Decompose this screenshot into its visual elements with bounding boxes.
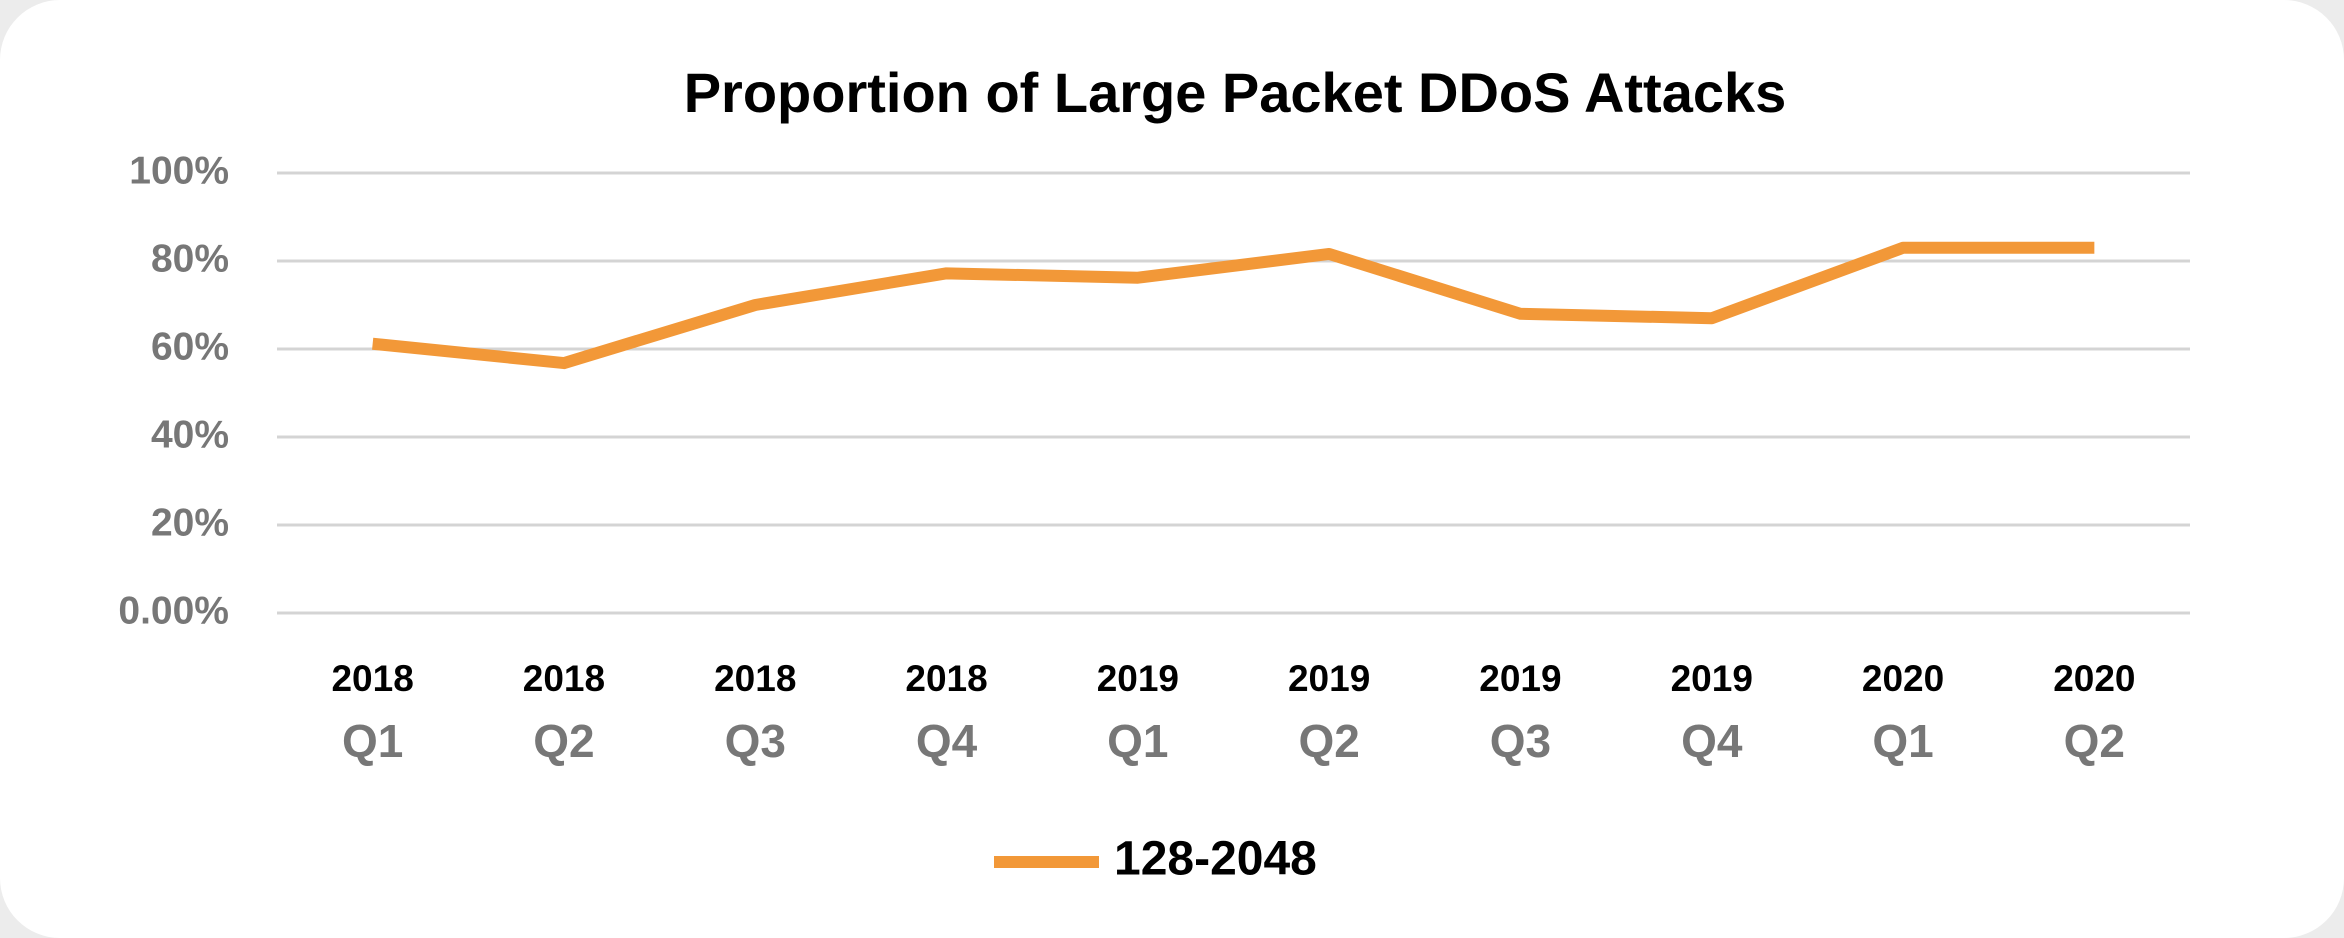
y-tick-label: 20% <box>151 501 229 544</box>
x-tick-label: 2020 <box>2053 658 2135 699</box>
x-tick-label: Q3 <box>725 715 786 767</box>
x-tick-label: Q1 <box>342 715 403 767</box>
y-tick-label: 60% <box>151 325 229 368</box>
series-line <box>372 241 2095 370</box>
y-tick-label: 100% <box>129 149 229 192</box>
x-tick-label: 2018 <box>905 658 987 699</box>
x-tick-label: Q4 <box>916 715 978 767</box>
x-tick-label: 2018 <box>331 658 413 699</box>
x-tick-label: Q1 <box>1107 715 1168 767</box>
x-tick-label: 2020 <box>1862 658 1944 699</box>
x-tick-label: Q2 <box>2064 715 2125 767</box>
x-tick-label: 2019 <box>1097 658 1179 699</box>
x-tick-label: Q2 <box>1298 715 1359 767</box>
x-tick-label: 2018 <box>523 658 605 699</box>
y-tick-label: 80% <box>151 237 229 280</box>
x-tick-label: Q1 <box>1872 715 1933 767</box>
x-tick-label: 2019 <box>1288 658 1370 699</box>
x-tick-label: 2019 <box>1479 658 1561 699</box>
x-tick-label: 2019 <box>1671 658 1753 699</box>
y-tick-label: 0.00% <box>118 589 229 632</box>
chart-title: Proportion of Large Packet DDoS Attacks <box>684 61 1787 124</box>
x-tick-label: Q2 <box>533 715 594 767</box>
x-tick-label: Q3 <box>1490 715 1551 767</box>
y-tick-label: 40% <box>151 413 229 456</box>
legend-label: 128-2048 <box>1114 833 1317 886</box>
x-tick-label: Q4 <box>1681 715 1743 767</box>
x-tick-label: 2018 <box>714 658 796 699</box>
